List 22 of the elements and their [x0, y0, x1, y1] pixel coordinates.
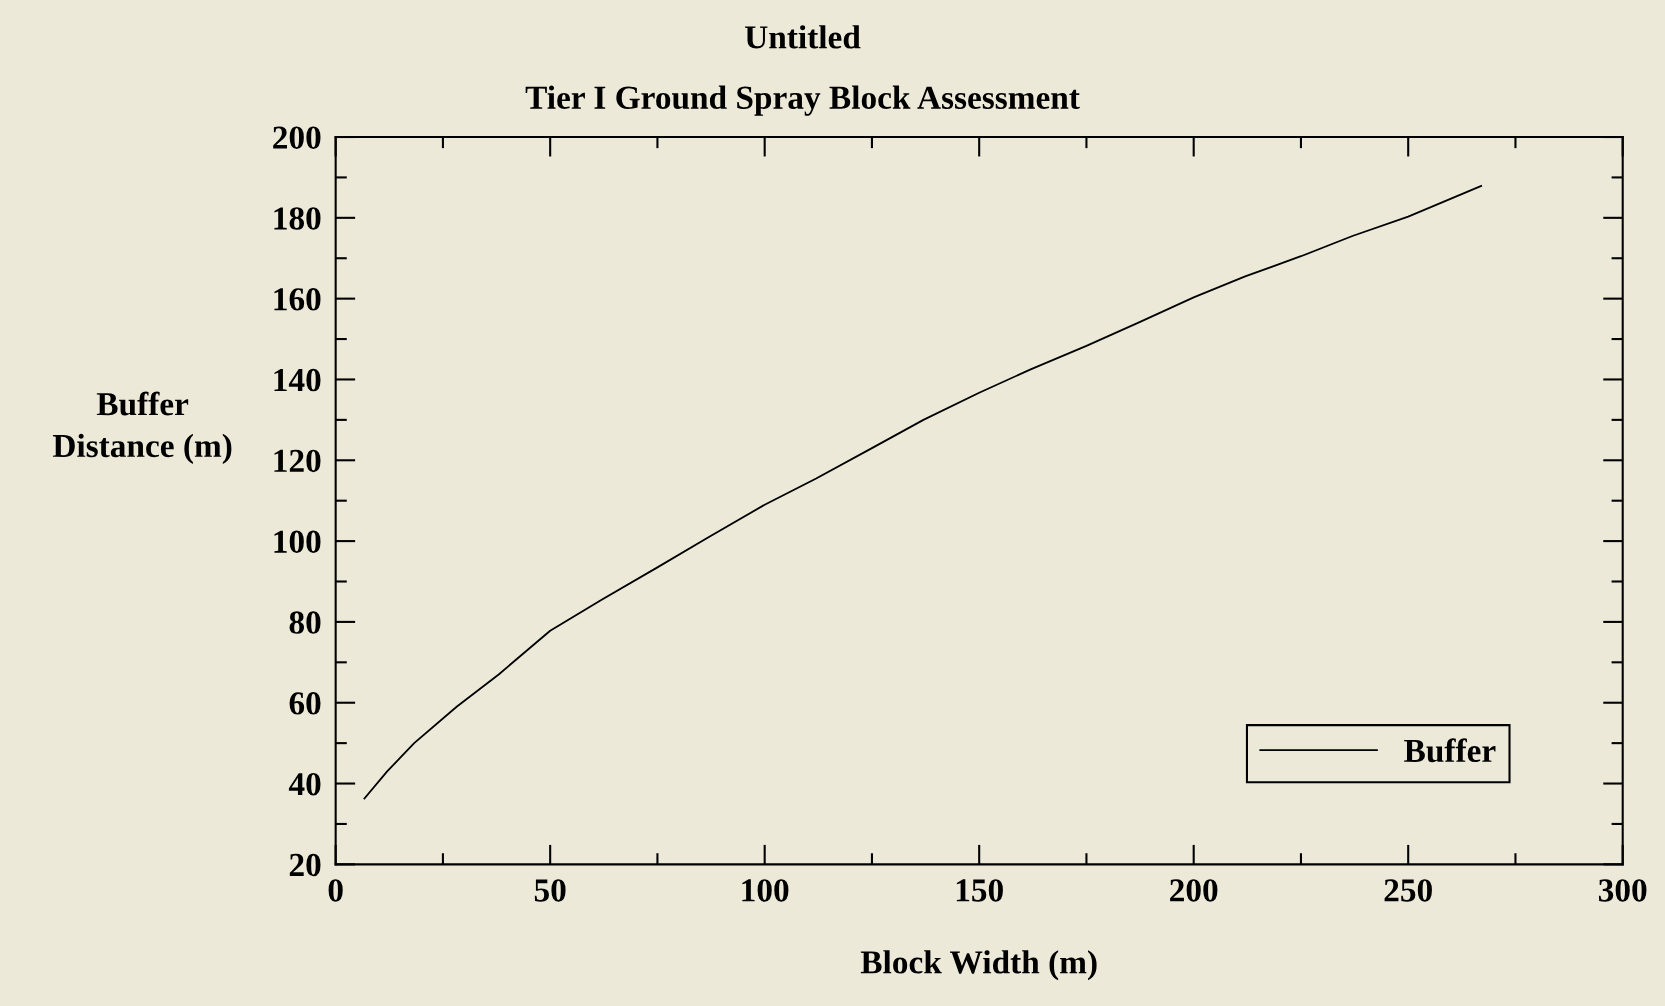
- y-tick-label: 140: [274, 368, 321, 392]
- y-tick-label: 120: [274, 449, 321, 473]
- legend-label: Buffer: [1404, 738, 1496, 763]
- x-tick-label: 100: [742, 879, 789, 902]
- x-tick-label: 250: [1384, 879, 1432, 902]
- y-axis-title: Buffer Distance (m): [52, 391, 232, 464]
- y-tick-label: 160: [274, 288, 321, 311]
- y-tick-label: 80: [289, 611, 321, 634]
- x-axis-title: Block Width (m): [860, 950, 1097, 981]
- y-tick-label: 40: [288, 772, 321, 796]
- x-tick-label: 0: [328, 879, 343, 902]
- chart-subtitle: Tier I Ground Spray Block Assessment: [525, 85, 1080, 116]
- x-tick-label: 50: [534, 879, 566, 902]
- y-tick-label: 20: [289, 853, 321, 877]
- y-tick-label: 100: [274, 530, 321, 553]
- y-tick-label: 180: [274, 207, 321, 230]
- x-tick-label: 200: [1170, 879, 1218, 902]
- y-tick-label: 200: [273, 126, 321, 149]
- x-tick-label: 300: [1598, 879, 1647, 902]
- x-tick-label: 150: [956, 879, 1003, 902]
- chart-title: Untitled: [745, 25, 861, 49]
- y-tick-label: 60: [289, 692, 321, 715]
